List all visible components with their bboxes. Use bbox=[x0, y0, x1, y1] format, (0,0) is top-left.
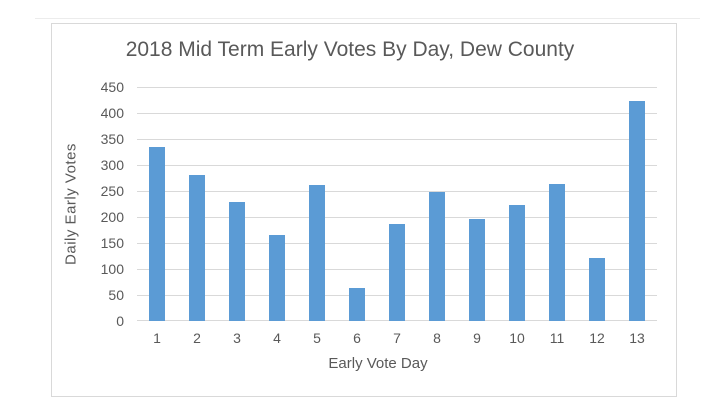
y-tick-label-350: 350 bbox=[100, 131, 124, 147]
x-tick-label-1: 1 bbox=[153, 330, 161, 346]
x-tick-label-9: 9 bbox=[473, 330, 481, 346]
bar-day-6 bbox=[349, 288, 365, 321]
gridline-400 bbox=[137, 113, 657, 114]
bar-day-1 bbox=[149, 147, 165, 321]
x-tick-label-8: 8 bbox=[433, 330, 441, 346]
bar-day-12 bbox=[589, 257, 605, 321]
y-tick-label-50: 50 bbox=[108, 287, 124, 303]
bar-day-9 bbox=[469, 218, 485, 321]
page-top-rule bbox=[35, 18, 700, 19]
bar-day-2 bbox=[189, 175, 205, 321]
x-tick-label-7: 7 bbox=[393, 330, 401, 346]
chart-title: 2018 Mid Term Early Votes By Day, Dew Co… bbox=[125, 38, 575, 61]
x-axis-title: Early Vote Day bbox=[328, 355, 428, 372]
x-tick-label-10: 10 bbox=[509, 330, 525, 346]
bar-day-4 bbox=[269, 235, 285, 321]
y-tick-label-300: 300 bbox=[100, 157, 124, 173]
bar-day-3 bbox=[229, 202, 245, 321]
gridline-200 bbox=[137, 217, 657, 218]
bar-day-7 bbox=[389, 223, 405, 321]
y-tick-label-0: 0 bbox=[116, 313, 124, 329]
x-tick-label-2: 2 bbox=[193, 330, 201, 346]
y-tick-label-200: 200 bbox=[100, 209, 124, 225]
gridline-350 bbox=[137, 139, 657, 140]
x-tick-label-3: 3 bbox=[233, 330, 241, 346]
bar-day-5 bbox=[309, 184, 325, 321]
x-tick-label-4: 4 bbox=[273, 330, 281, 346]
bar-day-11 bbox=[549, 184, 565, 321]
y-tick-label-400: 400 bbox=[100, 105, 124, 121]
y-tick-label-100: 100 bbox=[100, 261, 124, 277]
x-tick-label-13: 13 bbox=[629, 330, 645, 346]
gridline-300 bbox=[137, 165, 657, 166]
y-tick-label-150: 150 bbox=[100, 235, 124, 251]
y-tick-label-450: 450 bbox=[100, 79, 124, 95]
gridline-450 bbox=[137, 87, 657, 88]
y-tick-label-250: 250 bbox=[100, 183, 124, 199]
bar-day-10 bbox=[509, 205, 525, 321]
bar-day-8 bbox=[429, 191, 445, 321]
x-tick-label-12: 12 bbox=[589, 330, 605, 346]
x-tick-label-11: 11 bbox=[549, 330, 565, 346]
x-tick-label-5: 5 bbox=[313, 330, 321, 346]
bar-day-13 bbox=[629, 101, 645, 321]
x-tick-label-6: 6 bbox=[353, 330, 361, 346]
chart-frame: 2018 Mid Term Early Votes By Day, Dew Co… bbox=[51, 23, 677, 397]
gridline-250 bbox=[137, 191, 657, 192]
plot-area bbox=[137, 87, 657, 321]
